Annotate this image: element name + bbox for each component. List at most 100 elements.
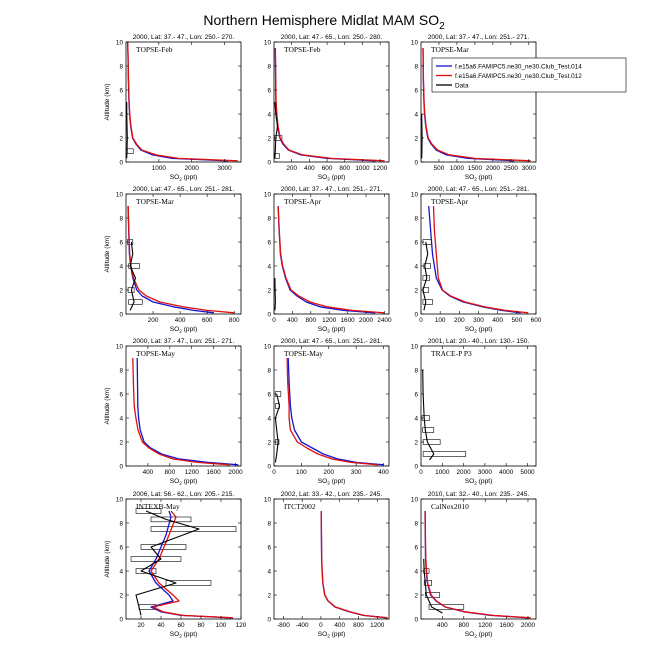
panel-region-label: 2002, Lat: 33.- 42., Lon: 235.- 245.	[281, 491, 383, 498]
x-tick-label: 1200	[322, 317, 337, 324]
series-line-data	[135, 510, 200, 616]
series-line-data	[126, 101, 128, 159]
y-tick-label: 10	[116, 191, 124, 198]
y-tick-label: 10	[411, 496, 419, 503]
x-tick-label: 800	[305, 317, 316, 324]
x-tick-label: 500	[511, 317, 522, 324]
y-tick-label: 2	[119, 135, 123, 142]
y-tick-label: 6	[267, 239, 271, 246]
x-tick-label: 2000	[486, 165, 501, 172]
y-tick-label: 10	[411, 39, 419, 46]
x-axis-label-sub: 2	[179, 177, 182, 183]
y-tick-label: 0	[119, 159, 123, 166]
y-tick-label: 8	[267, 63, 271, 70]
y-tick-label: 6	[119, 87, 123, 94]
x-tick-label: 1500	[468, 165, 483, 172]
y-tick-label: 2	[267, 592, 271, 599]
y-tick-label: 4	[414, 415, 418, 422]
x-tick-label: 1200	[185, 469, 200, 476]
x-axis-label-main: SO	[465, 326, 475, 333]
y-tick-label: 8	[414, 520, 418, 527]
x-tick-label: 800	[458, 622, 469, 629]
x-axis-label-main: SO	[318, 631, 328, 638]
figure-title: Northern Hemisphere Midlat MAM SO2	[203, 12, 445, 32]
x-axis-label-main: SO	[465, 631, 475, 638]
y-tick-label: 0	[119, 311, 123, 318]
y-tick-label: 10	[116, 343, 124, 350]
x-axis-label: SO2 (ppt)	[465, 326, 493, 335]
x-tick-label: 120	[236, 622, 247, 629]
panel-region-label: 2000, Lat: 37.- 47., Lon: 251.- 271.	[281, 186, 383, 193]
y-tick-label: 0	[414, 159, 418, 166]
x-tick-label: 2000	[521, 622, 536, 629]
y-tick-label: 4	[414, 263, 418, 270]
x-tick-label: 400	[437, 622, 448, 629]
x-tick-label: 200	[148, 317, 159, 324]
y-tick-label: 2	[267, 135, 271, 142]
panel-frame	[420, 345, 537, 467]
data-range-box	[274, 153, 280, 159]
series-line-test-012	[274, 47, 385, 162]
data-range-box	[165, 580, 212, 586]
y-tick-label: 2	[267, 287, 271, 294]
y-tick-label: 10	[264, 343, 272, 350]
x-tick-label: 0	[419, 469, 423, 476]
panel-frame	[420, 498, 537, 620]
x-tick-label: 800	[339, 165, 350, 172]
x-tick-label: -800	[277, 622, 290, 629]
legend-box	[431, 57, 627, 93]
x-tick-label: 400	[304, 165, 315, 172]
data-range-box	[128, 299, 143, 305]
x-axis-label-main: SO	[465, 174, 475, 181]
y-tick-label: 4	[119, 111, 123, 118]
x-axis-label: SO2 (ppt)	[170, 174, 198, 183]
y-tick-label: 8	[414, 215, 418, 222]
series-line-data	[274, 277, 276, 311]
x-axis-label: SO2 (ppt)	[465, 478, 493, 487]
y-tick-label: 6	[119, 239, 123, 246]
x-tick-label: 400	[287, 317, 298, 324]
x-tick-label: 1200	[478, 622, 493, 629]
x-axis-label: SO2 (ppt)	[318, 326, 346, 335]
x-tick-label: 100	[296, 469, 307, 476]
y-tick-label: 10	[116, 496, 124, 503]
x-tick-label: 2000	[359, 317, 374, 324]
chart-panel: 2000, Lat: 37.- 47., Lon: 251.- 271. TOPS…	[104, 338, 243, 487]
x-tick-label: 2000	[228, 469, 243, 476]
y-tick-label: 2	[414, 287, 418, 294]
panel-campaign-label: TOPSE-Apr	[431, 197, 468, 206]
x-tick-label: 1600	[340, 317, 355, 324]
y-tick-label: 6	[414, 391, 418, 398]
chart-panel: 2001, Lat: 20.- 40., Lon: 130.- 150. TRAC…	[411, 338, 537, 487]
x-tick-label: 4000	[499, 469, 514, 476]
x-axis-label-sub: 2	[474, 329, 477, 335]
x-axis-label-units: (ppt)	[477, 478, 492, 485]
y-tick-label: 6	[267, 87, 271, 94]
y-tick-label: 4	[119, 568, 123, 575]
x-tick-label: 200	[323, 469, 334, 476]
y-tick-label: 8	[119, 367, 123, 374]
x-tick-label: 20	[137, 622, 145, 629]
y-tick-label: 2	[414, 592, 418, 599]
x-tick-label: 1200	[370, 622, 385, 629]
panel-region-label: 2000, Lat: 47.- 65., Lon: 251.- 281.	[428, 186, 530, 193]
x-tick-label: 1000	[355, 165, 370, 172]
y-tick-label: 8	[414, 63, 418, 70]
x-axis-label: SO2 (ppt)	[318, 631, 346, 640]
chart-panels: 2000, Lat: 37.- 47., Lon: 250.- 270. TOPS…	[104, 34, 542, 640]
series-line-test-012	[286, 357, 379, 466]
y-tick-label: 4	[119, 263, 123, 270]
series-line-test-012	[277, 205, 385, 314]
y-tick-label: 4	[267, 568, 271, 575]
x-axis-label: SO2 (ppt)	[465, 174, 493, 183]
x-axis-label-units: (ppt)	[477, 631, 492, 638]
x-tick-label: 100	[435, 317, 446, 324]
x-axis-label-units: (ppt)	[182, 326, 197, 333]
x-tick-label: 1000	[435, 469, 450, 476]
x-tick-label: 0	[419, 317, 423, 324]
x-tick-label: 200	[454, 317, 465, 324]
x-axis-label-units: (ppt)	[182, 631, 197, 638]
series-line-test-012	[320, 510, 388, 619]
x-axis-label-units: (ppt)	[330, 478, 345, 485]
x-axis-label-main: SO	[170, 478, 180, 485]
